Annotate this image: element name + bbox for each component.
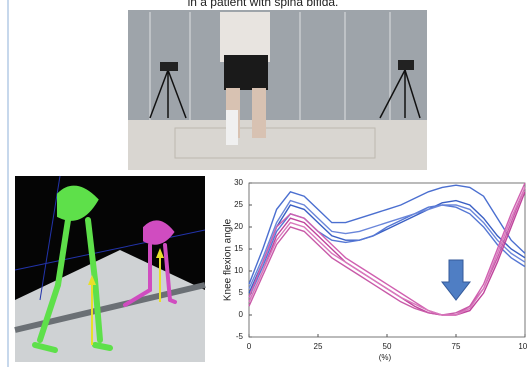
series-line (248, 184, 526, 285)
x-tick-label: 0 (247, 342, 252, 351)
caption: in a patient with spina bifida. (188, 0, 339, 9)
y-tick-label: 0 (239, 310, 244, 319)
y-tick-label: 10 (234, 266, 243, 275)
series-line (248, 187, 526, 316)
y-tick-label: 15 (234, 244, 243, 253)
x-tick-label: 100 (518, 342, 527, 351)
x-tick-label: 50 (383, 342, 392, 351)
x-tick-label: 25 (314, 342, 323, 351)
arrow-annotation (440, 259, 472, 301)
y-tick-label: 30 (234, 178, 243, 187)
y-tick-label: 25 (234, 200, 243, 209)
y-axis-label: Knee flexion angle (223, 218, 234, 301)
knee-chart: -50510152025300255075100 (234, 178, 527, 351)
y-tick-label: 5 (239, 288, 244, 297)
x-tick-label: 75 (452, 342, 461, 351)
series-line (248, 199, 526, 289)
series-line (248, 199, 526, 294)
skeleton-render (14, 175, 206, 362)
series-line (248, 182, 526, 316)
x-axis-label: (%) (379, 353, 392, 362)
y-tick-label: 20 (234, 222, 243, 231)
gait-photo (128, 10, 427, 170)
y-tick-label: -5 (236, 332, 244, 341)
